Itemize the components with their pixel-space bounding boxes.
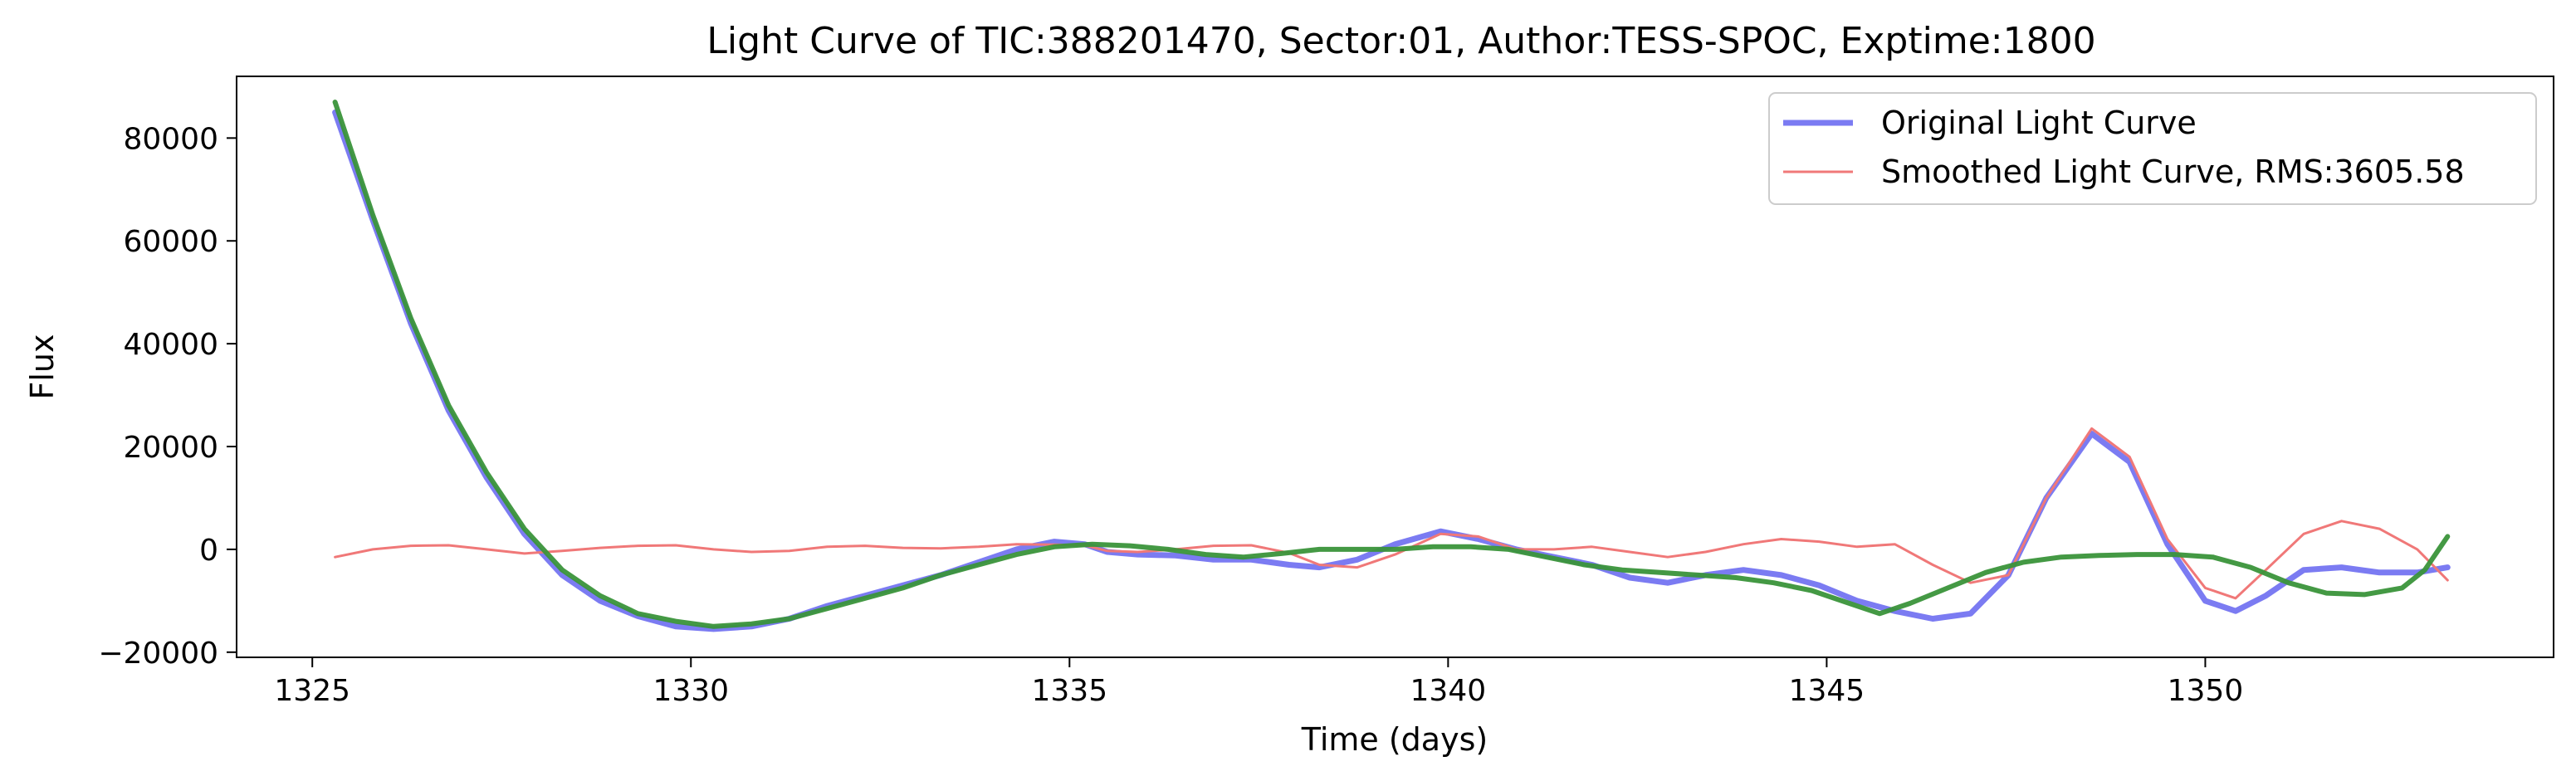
smoothed-light-curve-line (334, 427, 2449, 600)
axes-frame (236, 76, 2554, 658)
y-tick-label: 60000 (123, 225, 218, 259)
y-tick-label: 40000 (123, 328, 218, 362)
x-axis-ticks: 1325 1330 1335 1340 1345 1350 (274, 657, 2243, 708)
x-tick-label: 1340 (1410, 674, 1487, 708)
y-tick-label: 0 (199, 534, 218, 568)
legend-label-original: Original Light Curve (1881, 105, 2197, 141)
legend-label-smoothed: Smoothed Light Curve, RMS:3605.58 (1881, 154, 2465, 190)
plot-area (332, 100, 2451, 632)
x-tick-label: 1350 (2168, 674, 2244, 708)
y-axis-ticks: −20000 0 20000 40000 60000 80000 (98, 122, 237, 671)
trend-curve-line (332, 100, 2451, 629)
x-tick-label: 1335 (1031, 674, 1107, 708)
x-tick-label: 1345 (1789, 674, 1865, 708)
y-tick-label: 20000 (123, 431, 218, 465)
y-axis-label: Flux (24, 334, 61, 400)
x-tick-label: 1325 (274, 674, 350, 708)
chart-title: Light Curve of TIC:388201470, Sector:01,… (706, 20, 2095, 62)
y-tick-label: 80000 (123, 122, 218, 156)
original-light-curve-line (332, 109, 2451, 632)
x-tick-label: 1330 (653, 674, 729, 708)
x-axis-label: Time (days) (1301, 721, 1488, 758)
legend-box (1768, 92, 2537, 205)
legend: Original Light Curve Smoothed Light Curv… (1768, 92, 2537, 205)
y-tick-label: −20000 (98, 637, 218, 671)
